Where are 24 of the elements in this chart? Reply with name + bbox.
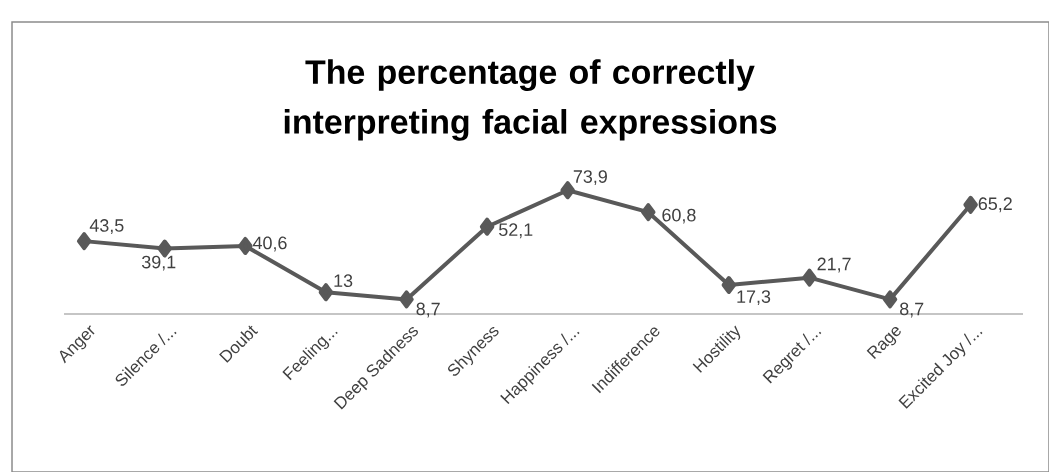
data-label: 73,9: [573, 170, 607, 186]
point: [721, 276, 737, 295]
point: [238, 236, 253, 255]
point: [479, 217, 495, 236]
data-label: 8,7: [416, 302, 440, 318]
point: [641, 203, 656, 222]
point: [560, 181, 575, 200]
point: [802, 268, 817, 287]
data-label: 21,7: [817, 257, 851, 273]
data-label: 17,3: [737, 290, 771, 306]
point: [318, 283, 334, 302]
point: [76, 232, 92, 251]
data-label: 13: [334, 274, 353, 288]
chart-title: The percentage of correctly interpreting facial expressions: [284, 59, 777, 141]
point: [963, 195, 978, 214]
data-label: 39,1: [141, 255, 176, 271]
data-label: 60,8: [662, 208, 696, 224]
data-label: 65,2: [978, 197, 1012, 213]
data-label: 52,1: [499, 223, 533, 239]
point: [399, 290, 414, 309]
data-label: 40,6: [252, 236, 287, 252]
data-label: 8,7: [900, 302, 924, 318]
data-label: 43,5: [89, 219, 124, 234]
point: [882, 290, 898, 309]
